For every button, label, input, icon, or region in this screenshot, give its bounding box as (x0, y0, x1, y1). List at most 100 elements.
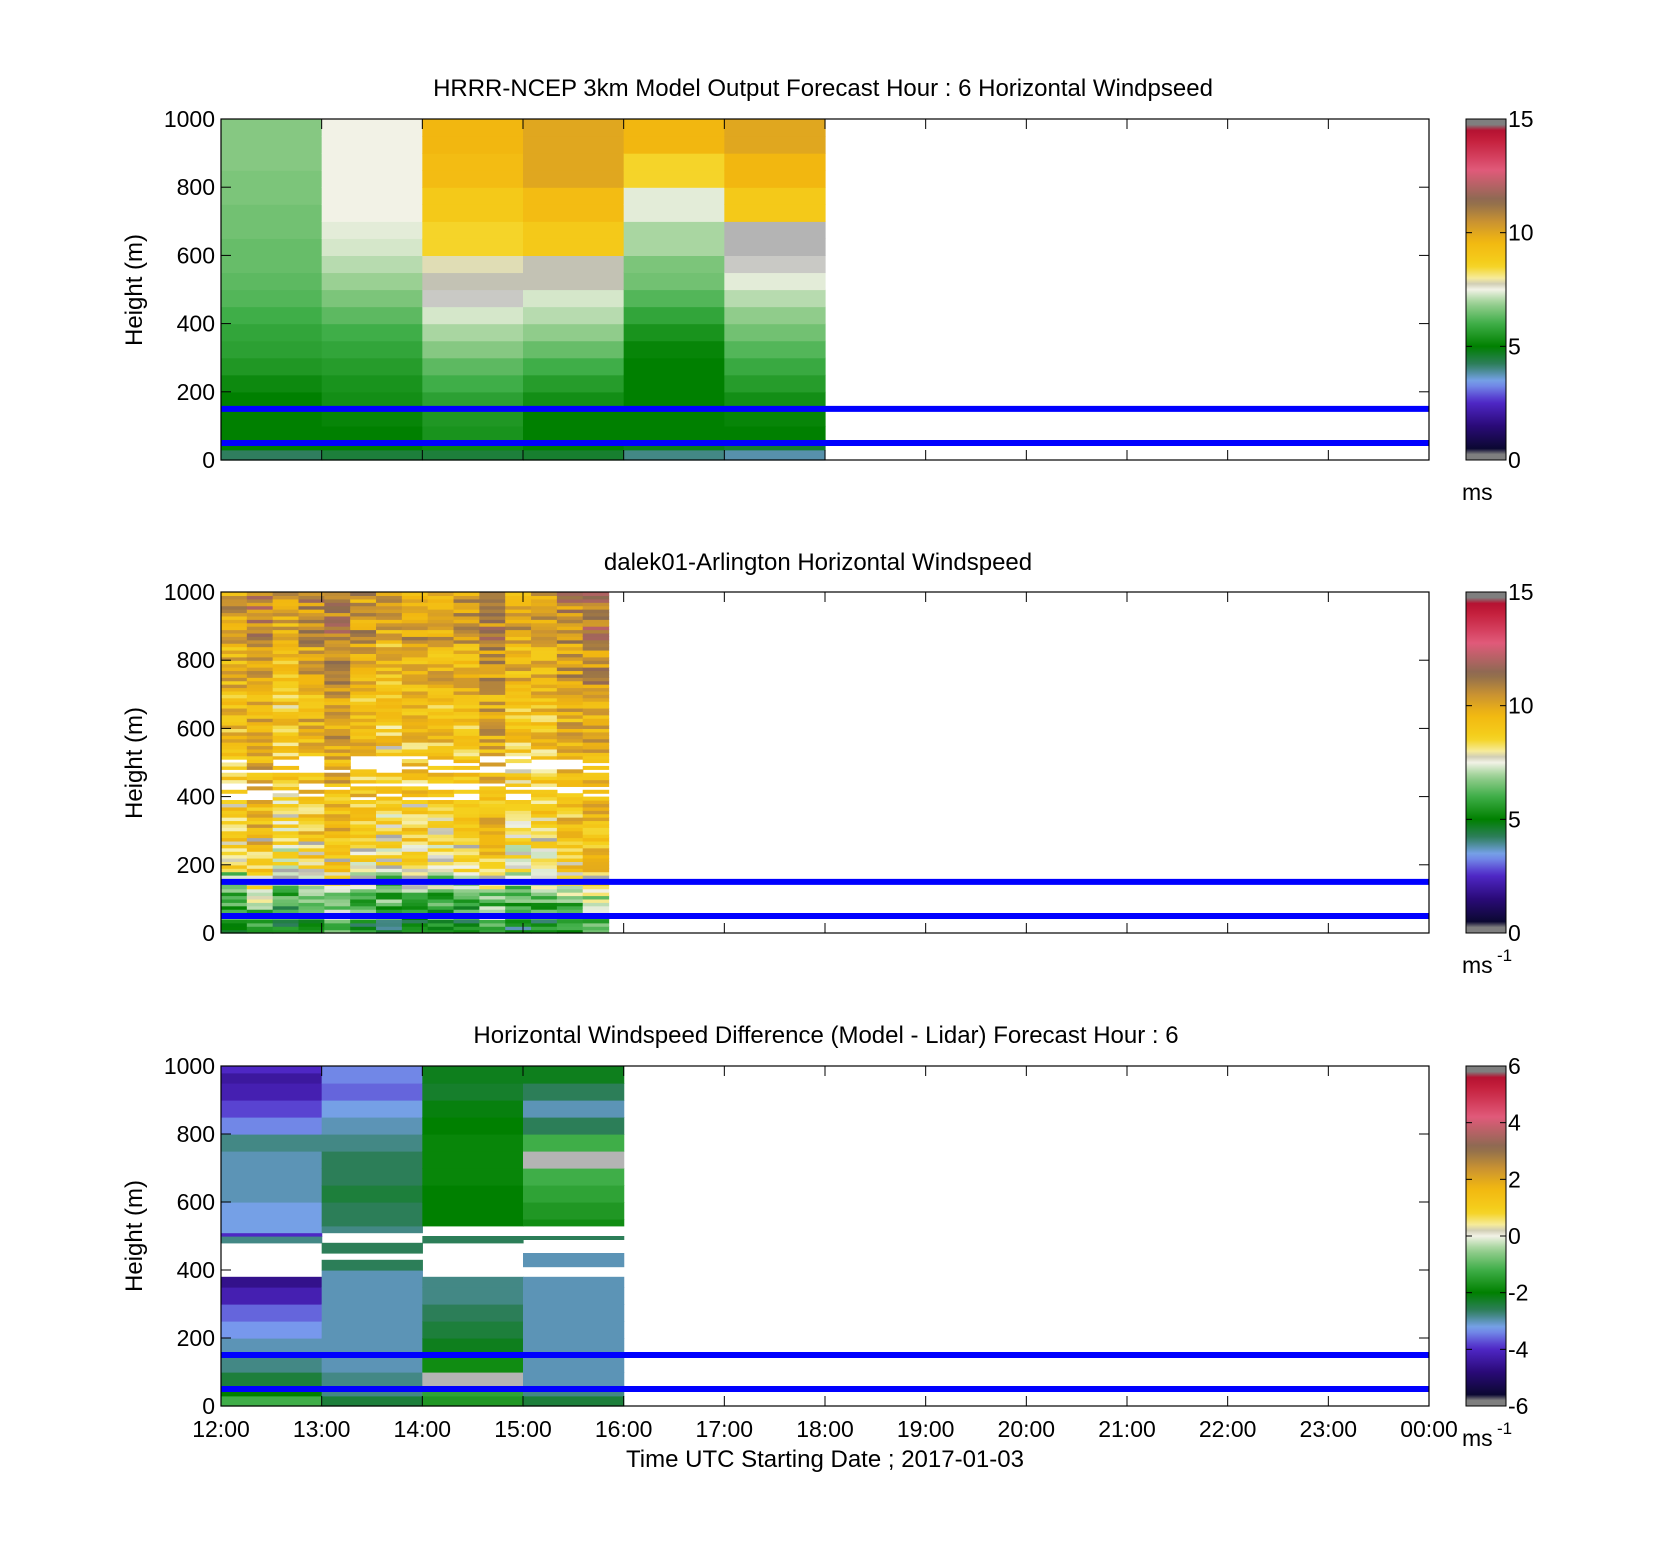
heatmap-cell (479, 629, 506, 634)
heatmap-cell (531, 687, 558, 692)
heatmap-cell (531, 782, 558, 787)
heatmap-cell (453, 864, 480, 869)
heatmap-cell (453, 690, 480, 695)
heatmap-cell (324, 755, 351, 760)
heatmap-cell (479, 919, 506, 924)
heatmap-cell (453, 895, 480, 900)
heatmap-cell (479, 738, 506, 743)
heatmap-cell (298, 612, 325, 617)
heatmap-cell (453, 632, 480, 637)
heatmap-cell (350, 800, 377, 805)
heatmap-cell (479, 687, 506, 692)
heatmap-cell (221, 827, 248, 832)
heatmap-cell (623, 391, 725, 410)
heatmap-cell (324, 929, 351, 934)
heatmap-cell (453, 827, 480, 832)
heatmap-cell (246, 629, 274, 634)
heatmap-cell (427, 898, 455, 903)
heatmap-cell (221, 724, 248, 729)
heatmap-cell (582, 639, 610, 644)
heatmap-cell (401, 786, 429, 791)
heatmap-cell (582, 629, 610, 634)
heatmap-cell (479, 707, 506, 712)
heatmap-cell (401, 602, 429, 607)
heatmap-cell (350, 898, 377, 903)
heatmap-cell (376, 748, 403, 753)
heatmap-cell (479, 806, 506, 811)
heatmap-cell (556, 728, 584, 733)
heatmap-cell (272, 800, 300, 805)
heatmap-cell (324, 813, 351, 818)
heatmap-cell (221, 656, 248, 661)
heatmap-cell (272, 905, 300, 910)
heatmap-cell (724, 306, 826, 325)
heatmap-cell (272, 632, 300, 637)
heatmap-cell (505, 656, 532, 661)
heatmap-cell (298, 840, 325, 845)
heatmap-cell (556, 755, 584, 760)
heatmap-cell (479, 830, 506, 835)
heatmap-cell (582, 718, 610, 723)
heatmap-cell (221, 357, 323, 376)
heatmap-cell (298, 595, 325, 600)
heatmap-cell (556, 827, 584, 832)
heatmap-cell (556, 615, 584, 620)
heatmap-cell (401, 622, 429, 627)
heatmap-cell (453, 680, 480, 685)
heatmap-cell (324, 714, 351, 719)
heatmap-cell (350, 875, 377, 880)
heatmap-cell (272, 765, 300, 770)
heatmap-cell (376, 735, 403, 740)
heatmap-cell (401, 762, 429, 767)
heatmap-cell (531, 847, 558, 852)
heatmap-cell (401, 639, 429, 644)
heatmap-cell (298, 830, 325, 835)
heatmap-cell (531, 837, 558, 842)
heatmap-cell (221, 817, 248, 822)
heatmap-cell (324, 885, 351, 890)
colorbar-unit: ms (1462, 1425, 1493, 1451)
heatmap-cell (582, 803, 610, 808)
heatmap-cell (422, 1276, 524, 1288)
heatmap-cell (556, 892, 584, 897)
heatmap-cell (505, 868, 532, 873)
heatmap-cell (376, 885, 403, 890)
heatmap-cell (246, 759, 274, 764)
heatmap-cell (221, 748, 248, 753)
heatmap-cell (505, 697, 532, 702)
heatmap-cell (427, 779, 455, 784)
heatmap-cell (505, 735, 532, 740)
heatmap-cell (453, 670, 480, 675)
heatmap-cell (350, 803, 377, 808)
heatmap-cell (321, 374, 423, 393)
heatmap-cell (531, 615, 558, 620)
heatmap-cell (531, 609, 558, 614)
heatmap-cell (221, 602, 248, 607)
heatmap-cell (298, 615, 325, 620)
heatmap-cell (221, 667, 248, 672)
heatmap-cell (376, 701, 403, 706)
heatmap-cell (523, 1236, 625, 1240)
heatmap-cell (221, 272, 323, 291)
heatmap-cell (401, 817, 429, 822)
heatmap-cell (350, 663, 377, 668)
heatmap-cell (556, 622, 584, 627)
x-tick-label: 16:00 (595, 1416, 653, 1442)
heatmap-cell (246, 905, 274, 910)
heatmap-cell (298, 864, 325, 869)
heatmap-cell (376, 840, 403, 845)
heatmap-cell (401, 742, 429, 747)
heatmap-cell (272, 735, 300, 740)
heatmap-cell (479, 909, 506, 914)
heatmap-cell (246, 660, 274, 665)
heatmap-cell (427, 704, 455, 709)
heatmap-cell (582, 813, 610, 818)
heatmap-cell (505, 919, 532, 924)
heatmap-cell (479, 837, 506, 842)
heatmap-cell (350, 820, 377, 825)
heatmap-cell (479, 803, 506, 808)
heatmap-cell (505, 909, 532, 914)
heatmap-cell (246, 677, 274, 682)
heatmap-cell (427, 844, 455, 849)
heatmap-cell (479, 626, 506, 631)
